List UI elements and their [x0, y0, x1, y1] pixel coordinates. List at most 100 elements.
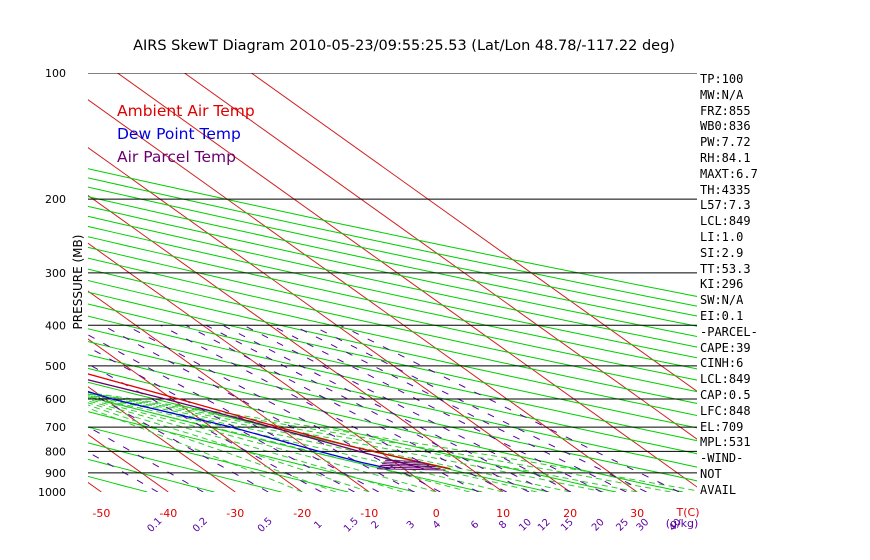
stat-item: LFC:848	[700, 403, 751, 418]
dry-adiabat-line	[88, 315, 697, 455]
dry-adiabat-line	[88, 196, 697, 327]
mixing-ratio-tick-label: 8	[497, 519, 509, 531]
mixing-ratio-line	[102, 324, 415, 492]
dry-adiabat-line	[88, 396, 483, 492]
mixing-ratio-tick-label: 12	[536, 517, 553, 534]
dry-adiabat-line	[88, 215, 697, 348]
stat-item: LCL:849	[700, 372, 751, 387]
legend-item-2: Dew Point Temp	[117, 125, 241, 143]
dew-point-temp-line	[88, 390, 391, 470]
stat-item: TP:100	[700, 72, 744, 86]
dry-adiabat-line	[88, 426, 349, 492]
ambient-air-temp-line	[88, 373, 451, 470]
legend: Ambient Air Temp Dew Point Temp Air Parcel…	[117, 102, 255, 166]
moist-adiabat-line	[88, 392, 671, 492]
parcel-hatch-line	[380, 464, 436, 468]
mixing-ratio-line	[88, 426, 204, 492]
mixing-ratio-tick-label: 25	[614, 517, 631, 534]
mixing-ratio-tick-label: 3	[405, 519, 417, 531]
mixing-ratio-tick-label: 6	[469, 519, 481, 531]
air-parcel-temp-line	[88, 379, 424, 470]
dry-adiabat-line	[88, 268, 697, 404]
pressure-tick-label: 900	[45, 467, 66, 480]
isotherm-line	[117, 73, 697, 488]
bottom-temp-tick-label: -10	[360, 507, 378, 520]
dry-adiabat-line	[88, 354, 684, 492]
moist-adiabat-line	[88, 404, 336, 492]
dry-adiabat-line	[88, 280, 697, 417]
bottom-temp-tick-label: -50	[92, 507, 110, 520]
mixing-ratio-tick-label: 1.5	[342, 516, 361, 535]
mixing-ratio-tick-label: 20	[590, 517, 607, 534]
isotherm-line	[88, 338, 303, 492]
stat-item: SW:N/A	[700, 293, 744, 308]
stat-item: -PARCEL-	[700, 324, 758, 339]
dry-adiabat-line	[88, 411, 416, 492]
dry-adiabat-line	[88, 168, 697, 297]
chart-title: AIRS SkewT Diagram 2010-05-23/09:55:25.5…	[133, 38, 675, 54]
mixing-ratio-tick-label: 1	[312, 519, 324, 531]
stat-item: EL:709	[700, 419, 744, 434]
isotherm-line	[88, 99, 638, 492]
stat-item: NOT	[700, 466, 722, 481]
bottom-temp-tick-label: 0	[433, 507, 440, 520]
y-axis-label: PRESSURE (MB)	[71, 235, 85, 330]
pressure-tick-label: 200	[45, 193, 66, 206]
stat-item: CINH:6	[700, 356, 744, 371]
moist-adiabat-line	[88, 393, 604, 492]
mixing-ratio-tick-label: 2	[370, 519, 382, 531]
mixing-ratio-unit-label: (g/kg)	[666, 517, 699, 530]
legend-item-1: Ambient Air Temp	[117, 102, 255, 120]
dry-adiabat-line	[88, 341, 697, 482]
pressure-tick-label: 800	[45, 445, 66, 458]
stat-item: SI:2.9	[700, 245, 744, 260]
dry-adiabat-line	[88, 177, 697, 307]
moist-adiabat-line	[88, 391, 697, 492]
stat-item: MW:N/A	[700, 87, 744, 102]
moist-adiabat-line	[88, 397, 470, 492]
temp-unit-label: T(C)	[676, 506, 700, 519]
mixing-ratio-line	[292, 324, 627, 492]
bottom-temp-tick-label: 20	[563, 507, 577, 520]
dry-adiabat-line	[88, 186, 697, 317]
stat-item: EI:0.1	[700, 308, 744, 323]
dry-adiabat-line	[88, 236, 697, 370]
pressure-tick-label: 700	[45, 421, 66, 434]
sounding-profiles	[88, 373, 451, 471]
dry-adiabat-line	[88, 257, 697, 393]
stat-item: MAXT:6.7	[700, 166, 758, 181]
stat-item: L57:7.3	[700, 198, 751, 213]
pressure-tick-label: 100	[45, 67, 66, 80]
bottom-temp-tick-label: 10	[496, 507, 510, 520]
bottom-temp-tick-label: -20	[293, 507, 311, 520]
dry-adiabat-line	[88, 225, 697, 359]
stat-item: FRZ:855	[700, 103, 751, 118]
dry-adiabat-line	[88, 291, 697, 429]
dry-adiabat-line	[88, 367, 617, 492]
pressure-tick-label: 300	[45, 267, 66, 280]
parcel-hatch-line	[378, 466, 441, 469]
dry-adiabat-line	[88, 442, 282, 492]
pressure-tick-label: 500	[45, 360, 66, 373]
pressure-tick-label: 1000	[38, 486, 66, 499]
parcel-hatch-line	[385, 459, 421, 463]
stat-item: LI:1.0	[700, 229, 744, 244]
stat-item: PW:7.72	[700, 135, 751, 150]
mixing-ratio-tick-label: 4	[431, 519, 443, 531]
isotherm-line	[0, 73, 34, 492]
isotherm-line	[88, 146, 571, 492]
moist-adiabat-line	[88, 402, 370, 492]
legend-item-3: Air Parcel Temp	[117, 148, 236, 166]
stat-item: -WIND-	[700, 451, 744, 466]
dry-adiabat-line	[88, 458, 215, 492]
stat-item: KI:296	[700, 277, 744, 292]
mixing-ratio-tick-label: 0.2	[191, 516, 210, 535]
isotherm-line	[88, 194, 504, 492]
stat-item: AVAIL	[700, 482, 737, 497]
bottom-temp-tick-label: -30	[226, 507, 244, 520]
thermo-grid	[0, 73, 697, 492]
mixing-ratio-tick-label: 10	[517, 517, 534, 534]
isotherm-line	[184, 73, 697, 440]
stability-index-list: TP:100 MW:N/A FRZ:855 WB0:836 PW:7.72 RH:84.1…	[700, 72, 870, 499]
